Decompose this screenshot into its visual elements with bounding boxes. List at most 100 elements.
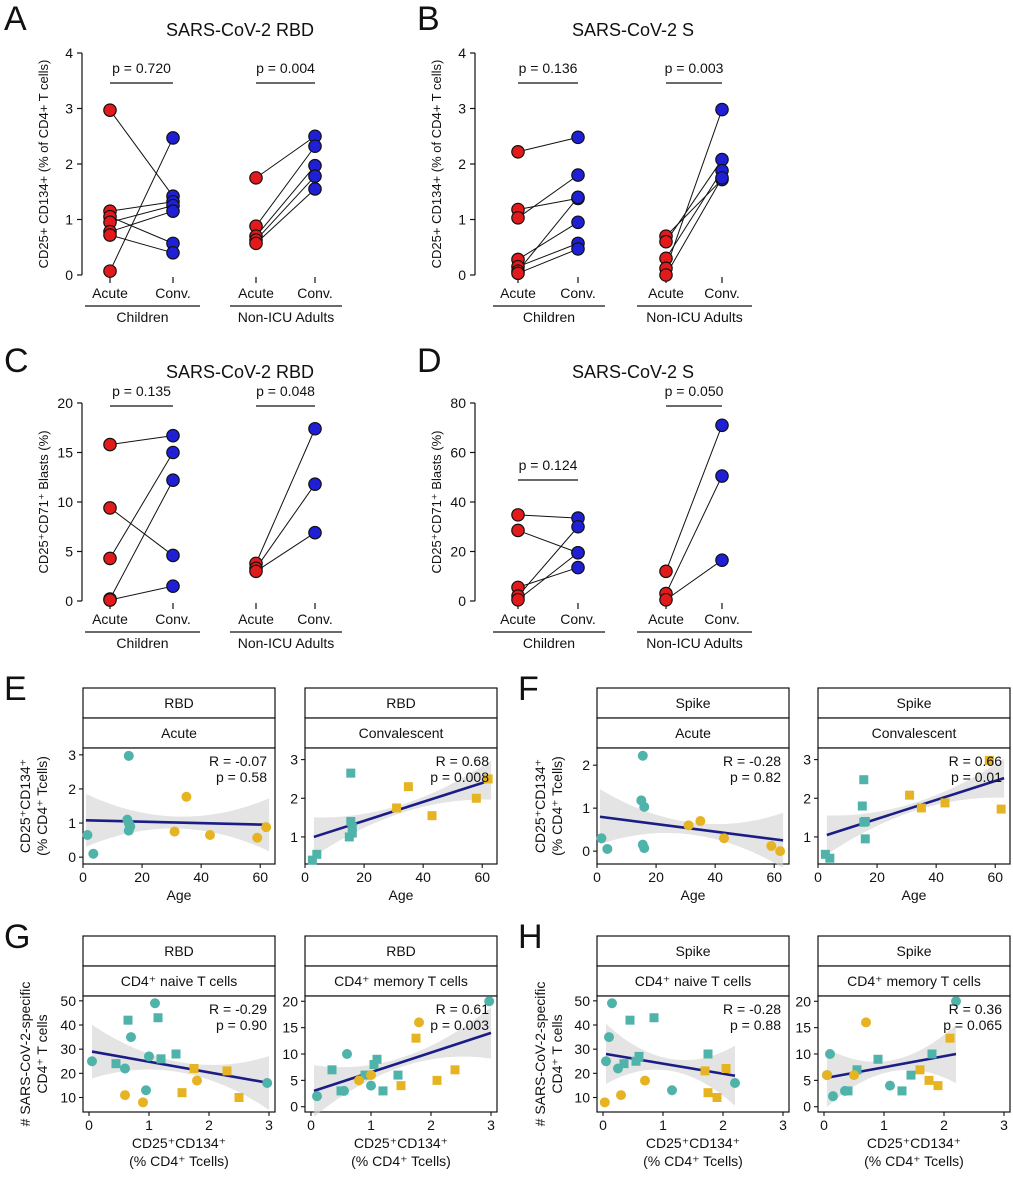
y-tick-label: 2 [582,757,590,773]
data-point [828,1091,838,1102]
panel-H: H # SARS-CoV-2-specific CD4⁺ T cells Spike C… [518,918,1011,1169]
data-point [857,801,867,811]
pvalue-label: p = 0.720 [112,60,171,76]
pair-line [255,188,316,244]
data-point [189,1064,199,1073]
regression-line [85,819,270,827]
data-point [634,1051,644,1061]
data-point [177,1088,187,1098]
data-point [607,998,617,1009]
y-tick-label: 10 [57,494,73,510]
pair-line [109,234,174,254]
conv-point [571,242,585,256]
x-tick-label: 0 [599,1117,607,1133]
conv-point [571,545,585,560]
pair-line [517,514,579,519]
y-tick-label: 30 [60,1041,76,1057]
correlation-p: p = 0.88 [730,1017,781,1033]
y-tick-label: 5 [290,1072,298,1088]
conv-point [715,171,729,185]
data-point [602,843,613,854]
x-axis-label: (% CD4⁺ Tcells) [643,1153,743,1169]
group-label: Non-ICU Adults [646,635,742,651]
data-point [396,1081,406,1091]
panel-label: E [4,670,27,708]
pair-line [109,137,174,272]
y-axis-label: CD25⁺CD71⁺ Blasts (%) [36,430,51,573]
acute-point [511,508,525,522]
x-axis-label: Age [681,887,706,903]
data-point [336,1086,346,1096]
data-point [141,1085,151,1096]
x-tick-label: 20 [869,869,885,885]
x-tick-label: 0 [307,1117,315,1133]
x-axis-label: CD25⁺CD134⁺ [646,1135,740,1151]
y-tick-label: 1 [458,212,466,228]
correlation-r: R = -0.28 [723,753,781,769]
data-point [126,1032,136,1043]
y-tick-label: 60 [450,445,466,461]
y-tick-label: 20 [450,544,466,560]
data-point [312,849,322,859]
data-point [347,822,357,832]
panel-title: SARS-CoV-2 RBD [166,362,314,382]
panel-A: A SARS-CoV-2 RBD 0 1 2 3 4 CD25+ CD134+ (% of C… [4,0,342,325]
x-tick-label: 40 [928,869,944,885]
data-point [860,834,870,844]
data-point [138,1097,148,1108]
conv-point [571,168,585,182]
y-tick-label: 2 [68,781,76,797]
conv-point [166,428,180,443]
data-point [616,1090,626,1101]
y-tick-label: 0 [65,593,73,609]
data-point [346,816,356,826]
data-point [192,1075,202,1086]
y-tick-label: 15 [282,1020,298,1036]
data-point [82,830,93,840]
x-axis-label: Age [167,887,192,903]
data-point [360,1070,370,1080]
data-point [234,1093,244,1102]
facet-strip-label: RBD [164,943,194,959]
conv-point [166,473,180,488]
x-tick-label: 1 [659,1117,667,1133]
facet: RBD Acute R = -0.07p = 0.58 0 1 2 3 0 20 40 60 Age [68,687,276,903]
data-point [156,1054,166,1064]
data-point [427,811,437,821]
x-category-label: Conv. [560,611,596,627]
x-axis-label: (% CD4⁺ Tcells) [864,1153,964,1169]
y-tick-label: 20 [282,993,298,1009]
correlation-r: R = 0.61 [436,1001,490,1017]
y-tick-label: 4 [65,45,73,61]
x-tick-label: 20 [648,869,664,885]
acute-point [103,501,117,515]
y-axis-label: CD25⁺CD134⁺ [532,759,548,853]
y-tick-label: 80 [450,395,466,411]
group-label: Children [523,635,575,651]
panel-G: G # SARS-CoV-2-specific CD4⁺ T cells RBD CD4… [4,918,498,1169]
y-tick-label: 4 [458,45,466,61]
y-tick-label: 3 [458,101,466,117]
pvalue-label: p = 0.050 [665,383,724,399]
panel-title: SARS-CoV-2 S [572,20,694,40]
pvalue-label: p = 0.136 [519,60,578,76]
acute-point [249,564,263,579]
panel-label: H [518,918,543,956]
y-tick-label: 10 [60,1090,76,1106]
data-point [640,1075,650,1086]
data-point [825,1049,835,1059]
data-point [354,1075,364,1086]
y-axis-label: CD25+ CD134+ (% of CD4+ T cells) [36,60,51,269]
data-point [153,1013,163,1023]
panel-F: F CD25⁺CD134⁺ (% CD4⁺ Tcells) Spike Acute R =… [518,670,1011,903]
x-tick-label: 2 [719,1117,727,1133]
y-axis-label: (% CD4⁺ Tcells) [34,756,50,856]
data-point [596,833,607,844]
data-point [378,1086,388,1096]
facet-strip [304,717,498,749]
acute-point [659,564,673,579]
pair-line [255,135,316,179]
data-point [915,1065,925,1075]
